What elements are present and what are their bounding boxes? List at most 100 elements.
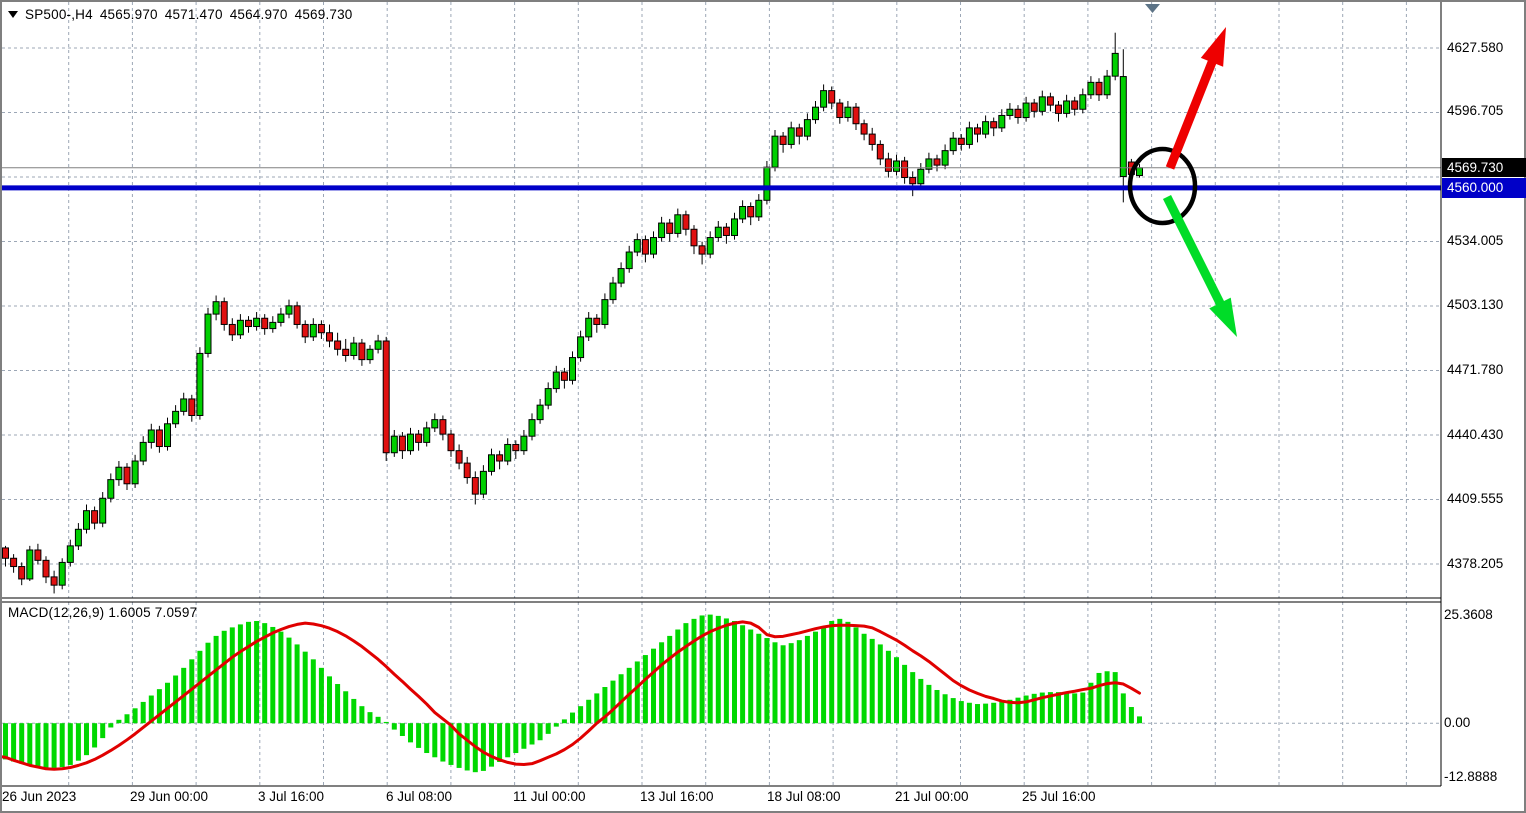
macd-bar	[756, 633, 762, 724]
price-axis-label: 4409.555	[1447, 490, 1504, 506]
macd-bar	[950, 698, 956, 724]
candle-up	[520, 435, 528, 452]
symbol-dropdown-icon[interactable]	[8, 11, 18, 18]
candle-down	[398, 435, 406, 452]
candle-down	[933, 158, 941, 166]
candle-down	[1014, 108, 1022, 119]
macd-bar	[43, 723, 49, 768]
macd-axis-label: 0.00	[1444, 714, 1471, 730]
macd-bar	[1047, 692, 1053, 724]
candle-up	[212, 301, 220, 315]
macd-bar	[894, 657, 899, 724]
macd-bar	[408, 723, 413, 743]
macd-bar	[165, 682, 170, 724]
macd-bar	[84, 723, 89, 756]
macd-bar	[310, 659, 316, 724]
macd-bar	[667, 635, 673, 724]
candle-down	[1055, 104, 1062, 114]
candle-down	[722, 226, 730, 236]
macd-bar	[237, 624, 243, 724]
ohlc-close: 4569.730	[294, 7, 353, 22]
candle-up	[706, 237, 714, 255]
candle-down	[471, 477, 479, 495]
candle-up	[366, 348, 374, 361]
macd-bar	[59, 723, 65, 768]
candle-up	[390, 435, 398, 454]
macd-bar	[35, 723, 41, 767]
macd-bar	[100, 723, 106, 739]
macd-bar	[124, 714, 130, 724]
macd-bar	[1015, 697, 1021, 724]
macd-bar	[75, 723, 81, 761]
macd-bar	[537, 723, 543, 741]
candle-up	[569, 357, 576, 381]
macd-bar	[675, 629, 681, 724]
macd-bar	[367, 712, 373, 724]
bullish-arrow	[1165, 56, 1218, 170]
candle-up	[1022, 102, 1030, 119]
candle-up	[26, 549, 34, 580]
candle-down	[382, 340, 390, 454]
macd-bar	[440, 723, 446, 762]
macd-bar	[918, 678, 924, 724]
macd-bar	[343, 691, 349, 724]
macd-bar	[821, 626, 827, 724]
macd-bar	[958, 701, 964, 724]
macd-bar	[699, 615, 705, 724]
candle-up	[739, 206, 747, 220]
candle-up	[488, 454, 495, 472]
candle-up	[1038, 96, 1046, 112]
macd-bar	[1088, 682, 1094, 724]
macd-axis-label: 25.3608	[1444, 606, 1493, 622]
macd-bar	[732, 620, 737, 724]
macd-bar	[424, 723, 430, 754]
macd-bar	[383, 721, 389, 724]
candle-up	[204, 313, 212, 354]
candle-down	[496, 454, 504, 462]
candle-up	[714, 226, 722, 239]
candle-up	[504, 443, 512, 462]
candle-up	[528, 419, 536, 437]
candle-up	[577, 336, 585, 359]
macd-bar	[505, 723, 511, 758]
macd-bar	[1056, 692, 1061, 724]
price-axis-label: 4503.130	[1447, 297, 1504, 313]
macd-bar	[1137, 716, 1142, 724]
candle-up	[407, 433, 414, 452]
macd-bar	[278, 631, 284, 724]
macd-bar	[1023, 695, 1029, 724]
macd-bar	[213, 635, 219, 724]
candle-up	[633, 239, 641, 253]
candle-down	[123, 466, 131, 485]
candle-up	[350, 342, 358, 356]
candle-down	[884, 158, 892, 172]
candle-up	[269, 321, 277, 330]
macd-bar	[1007, 699, 1013, 724]
gridlines	[2, 2, 1441, 786]
candle-down	[1030, 102, 1038, 112]
candle-up	[1136, 167, 1143, 177]
candle-up	[731, 218, 738, 236]
time-axis-label: 21 Jul 00:00	[895, 789, 969, 804]
candle-up	[982, 121, 990, 135]
macd-bar	[651, 648, 656, 724]
candle-down	[1046, 96, 1054, 106]
candle-down	[261, 317, 269, 330]
candle-up	[625, 251, 633, 270]
candle-up	[180, 398, 188, 412]
macd-bar	[545, 723, 551, 734]
macd-bar	[610, 680, 616, 724]
candle-down	[747, 206, 755, 218]
macd-bar	[262, 623, 268, 724]
macd-bar	[294, 644, 300, 724]
macd-bar	[804, 635, 810, 724]
candle-up	[131, 460, 139, 485]
candle-down	[779, 135, 787, 145]
candle-down	[326, 332, 333, 342]
candle-up	[536, 404, 544, 421]
macd-bar	[246, 621, 251, 724]
price-axis-label: 4534.005	[1447, 233, 1504, 249]
macd-bar	[351, 698, 357, 724]
